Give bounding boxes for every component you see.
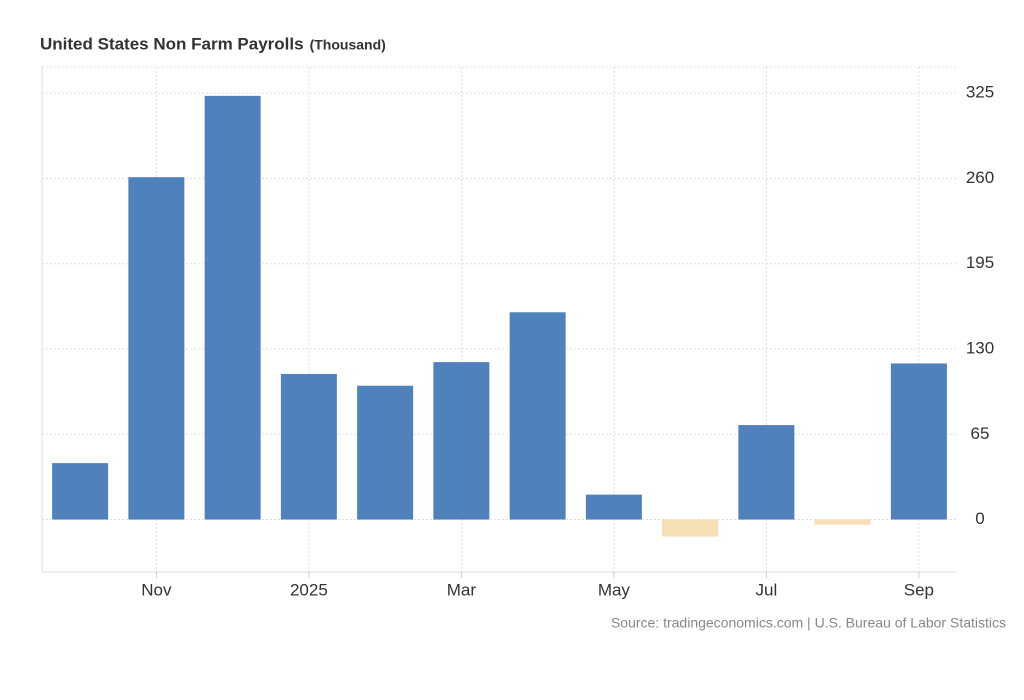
x-tick-label: Mar xyxy=(447,580,477,599)
x-tick-label: Sep xyxy=(904,580,934,599)
bar xyxy=(52,463,109,520)
x-tick-label: Jul xyxy=(756,580,778,599)
bar xyxy=(814,519,871,525)
x-tick-label: 2025 xyxy=(290,580,328,599)
x-tick-label: May xyxy=(598,580,631,599)
x-tick-label: Nov xyxy=(141,580,172,599)
bar xyxy=(585,494,642,520)
y-tick-label: 260 xyxy=(966,168,994,187)
bar xyxy=(204,95,261,520)
bar xyxy=(128,177,185,520)
bar xyxy=(662,519,719,537)
source-note: Source: tradingeconomics.com | U.S. Bure… xyxy=(611,615,1006,631)
bar xyxy=(738,425,795,520)
bar xyxy=(280,373,337,520)
bar xyxy=(509,312,566,520)
y-tick-label: 65 xyxy=(971,424,990,443)
bar xyxy=(890,363,947,520)
bar xyxy=(357,385,414,520)
bar xyxy=(433,362,490,520)
chart-subtitle: (Thousand) xyxy=(310,37,386,53)
y-tick-label: 130 xyxy=(966,338,994,357)
y-tick-label: 195 xyxy=(966,253,994,272)
y-tick-label: 325 xyxy=(966,83,994,102)
chart-title: United States Non Farm Payrolls xyxy=(40,34,304,53)
y-tick-label: 0 xyxy=(975,509,984,528)
